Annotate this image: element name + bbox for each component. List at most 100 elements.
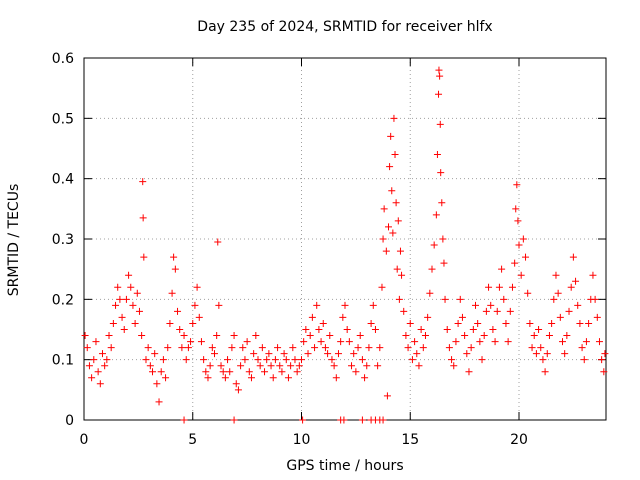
data-point [184,344,192,352]
data-point [474,319,482,327]
data-point [390,114,398,122]
data-point [337,338,345,346]
data-point [174,307,182,315]
data-point [269,374,277,382]
data-point [365,344,373,352]
data-point [522,253,530,261]
data-point [280,350,288,358]
x-tick-label: 20 [510,432,528,448]
data-point [256,362,264,370]
data-point [435,90,443,98]
data-point [383,392,391,400]
data-point [388,187,396,195]
data-point [352,368,360,376]
data-point [363,362,371,370]
data-point [164,344,172,352]
data-point [125,271,133,279]
data-point [502,319,510,327]
data-point [387,132,395,140]
data-point [291,356,299,364]
data-point [554,289,562,297]
data-point [556,313,564,321]
data-point [171,265,179,273]
y-tick-label: 0.3 [52,232,74,248]
data-point [532,350,540,358]
data-point [144,344,152,352]
data-point [151,350,159,358]
data-point [232,380,240,388]
data-point [491,338,499,346]
data-point [345,338,353,346]
data-point [576,319,584,327]
data-point [197,338,205,346]
data-point [371,326,379,333]
data-point [219,368,227,376]
data-point [142,356,150,364]
data-point [105,332,113,340]
y-axis-label: SRMTID / TECUs [6,184,22,297]
data-point [140,253,148,261]
data-point [287,362,295,370]
data-points [81,66,609,424]
y-tick-label: 0.5 [52,111,74,127]
data-point [88,374,96,382]
data-point [452,338,460,346]
data-point [263,356,271,364]
data-point [274,344,282,352]
data-point [443,326,451,333]
data-point [456,295,464,303]
data-point [332,374,340,382]
data-point [413,350,421,358]
data-point [170,253,178,261]
data-point [230,332,238,340]
data-point [417,326,425,333]
data-point [511,259,519,267]
data-point [189,319,197,327]
data-point [131,319,139,327]
data-point [328,356,336,364]
data-point [282,356,290,364]
data-point [317,338,325,346]
data-point [213,332,221,340]
data-point [157,368,165,376]
data-point [537,344,545,352]
data-point [114,283,122,291]
data-point [221,374,229,382]
data-point [178,344,186,352]
data-point [153,380,161,388]
data-point [478,356,486,364]
data-point [404,344,412,352]
data-point [513,181,521,189]
data-point [428,265,436,273]
data-point [550,295,558,303]
data-point [98,350,106,358]
y-tick-label: 0.2 [52,292,74,308]
data-point [302,326,310,333]
data-point [567,283,575,291]
grid [84,58,606,420]
data-point [393,265,401,273]
data-point [552,271,560,279]
data-point [376,344,384,352]
data-point [379,235,387,243]
chart-title: Day 235 of 2024, SRMTID for receiver hlf… [197,19,492,35]
data-point [112,301,120,309]
data-point [440,259,448,267]
data-point [454,319,462,327]
data-point [92,338,100,346]
data-point [83,344,91,352]
y-tick-label: 0.6 [52,51,74,67]
data-point [435,66,443,74]
data-point [284,374,292,382]
data-point [101,362,109,370]
data-point [313,301,321,309]
data-point [378,283,386,291]
data-point [458,313,466,321]
data-point [465,368,473,376]
data-point [426,289,434,297]
data-point [593,313,601,321]
data-point [155,398,163,406]
data-point [598,356,606,364]
data-point [436,120,444,128]
